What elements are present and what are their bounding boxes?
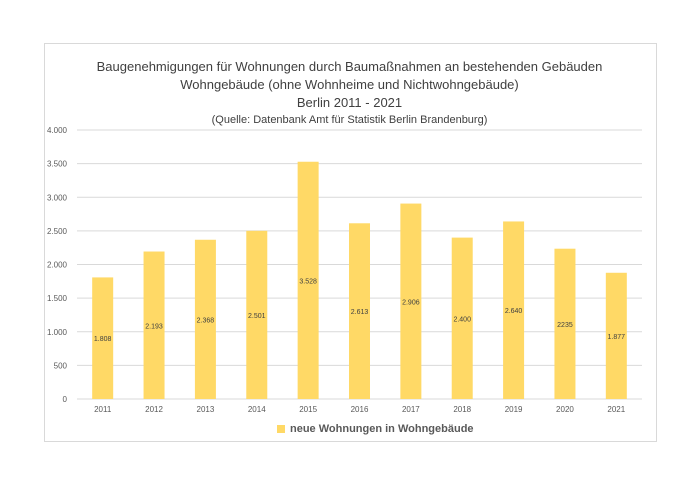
y-tick-label: 3.500 xyxy=(47,160,68,169)
y-tick-label: 3.000 xyxy=(47,193,68,202)
data-label: 1.877 xyxy=(608,334,626,341)
chart-subtitle: (Quelle: Datenbank Amt für Statistik Ber… xyxy=(211,114,488,126)
bar xyxy=(554,248,576,399)
chart-title-line-3: Berlin 2011 - 2021 xyxy=(296,95,403,110)
x-tick-label: 2014 xyxy=(248,405,266,414)
x-tick-label: 2016 xyxy=(351,405,369,414)
chart-title-block: Baugenehmigungen für Wohnungen durch Bau… xyxy=(44,58,655,128)
x-tick-label: 2013 xyxy=(197,405,215,414)
y-tick-label: 0 xyxy=(63,395,68,404)
chart-legend: neue Wohnungen in Wohngebäude xyxy=(277,423,474,435)
data-label: 2.193 xyxy=(145,323,163,330)
bar xyxy=(400,203,422,399)
data-label: 2.400 xyxy=(453,316,471,323)
y-tick-label: 4.000 xyxy=(47,126,68,135)
data-label: 2.906 xyxy=(402,299,420,306)
y-tick-label: 500 xyxy=(54,361,68,370)
x-tick-label: 2012 xyxy=(145,405,163,414)
x-tick-label: 2019 xyxy=(505,405,523,414)
chart-title-line-2: Wohngebäude (ohne Wohnheime und Nichtwoh… xyxy=(180,77,519,92)
bar xyxy=(92,277,114,399)
x-tick-label: 2020 xyxy=(556,405,574,414)
x-tick-label: 2021 xyxy=(607,405,625,414)
data-label: 2.501 xyxy=(248,313,266,320)
data-label: 1.808 xyxy=(94,336,112,343)
bar xyxy=(246,230,268,399)
y-tick-label: 2.000 xyxy=(47,261,68,270)
bar xyxy=(451,237,473,399)
x-tick-label: 2011 xyxy=(94,405,112,414)
x-tick-label: 2015 xyxy=(299,405,317,414)
bar xyxy=(503,221,525,399)
legend-label: neue Wohnungen in Wohngebäude xyxy=(290,423,474,435)
chart-title-line-1: Baugenehmigungen für Wohnungen durch Bau… xyxy=(96,59,603,74)
data-label: 2.613 xyxy=(351,309,369,316)
data-label: 2235 xyxy=(557,322,573,329)
data-label: 3.528 xyxy=(299,278,317,285)
bar xyxy=(605,272,627,399)
y-tick-label: 2.500 xyxy=(47,227,68,236)
data-label: 2.368 xyxy=(197,317,215,324)
bar xyxy=(194,239,216,399)
y-tick-label: 1.000 xyxy=(47,328,68,337)
bar xyxy=(143,251,165,399)
legend-swatch xyxy=(277,425,285,433)
data-label: 2.640 xyxy=(505,308,523,315)
y-tick-label: 1.500 xyxy=(47,294,68,303)
x-tick-label: 2018 xyxy=(453,405,471,414)
bar xyxy=(349,223,370,399)
bar xyxy=(297,161,319,399)
x-tick-label: 2017 xyxy=(402,405,420,414)
